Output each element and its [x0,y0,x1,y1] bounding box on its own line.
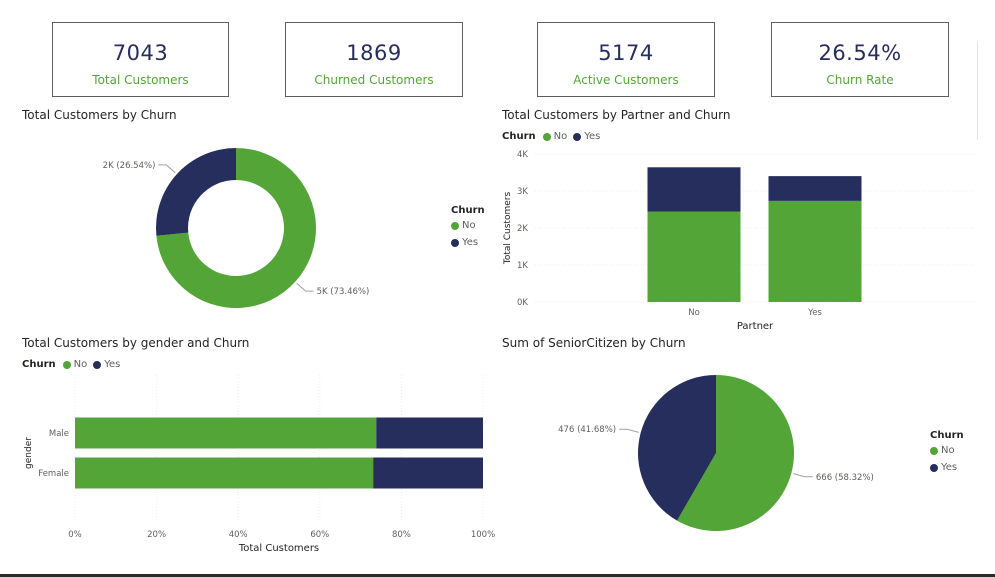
bar-chart-legend[interactable]: Churn No Yes [22,359,120,370]
column-bar-yes-no [768,200,862,302]
donut-chart[interactable]: 5K (73.46%) 2K (26.54%) [0,130,460,350]
legend-title: Churn [451,205,485,216]
pie-slice-yes [638,375,716,521]
column-y-tick-label: 1K [517,261,528,271]
page-bottom-border [0,574,995,577]
donut-slice-yes [156,148,236,236]
legend-dot-no [542,132,551,141]
column-chart-title: Total Customers by Partner and Churn [502,108,731,122]
bar-x-axis-title: Total Customers [238,543,319,554]
legend-item-no[interactable]: No [451,220,485,231]
bar-segment-male-no [75,417,377,449]
legend-label-no: No [941,445,955,456]
legend-dot-yes [93,360,102,369]
pie-slice-no [677,375,794,531]
bar-x-tick-label: 0% [68,530,82,540]
column-y-tick-label: 4K [517,150,528,160]
pie-data-label: 666 (58.32%) [816,473,874,483]
kpi-value: 7043 [112,41,169,65]
legend-dot-yes [451,238,459,247]
bar-x-tick-label: 100% [471,530,495,540]
donut-slice-no [156,148,316,308]
legend-dot-no [62,360,71,369]
bar-y-tick-label: Female [38,469,69,479]
donut-legend[interactable]: Churn No Yes [451,205,485,254]
donut-leader-line [158,164,176,174]
kpi-label: Churned Customers [314,73,434,87]
legend-item-yes[interactable]: Yes [930,462,964,473]
bar-x-tick-label: 40% [229,530,248,540]
pie-leader-line [619,428,639,433]
legend-label-no: No [73,359,88,370]
bar-segment-female-no [75,457,374,489]
kpi-label: Churn Rate [826,73,894,87]
pie-chart-title: Sum of SeniorCitizen by Churn [502,336,686,350]
legend-label-yes: Yes [584,131,601,142]
bar-segment-male-yes [376,417,483,449]
bar-y-axis-title: gender [24,437,34,469]
pie-legend[interactable]: Churn No Yes [930,430,964,479]
legend-title: Churn [502,131,536,142]
kpi-card-total-customers[interactable]: 7043 Total Customers [52,22,229,97]
bar-segment-female-yes [373,457,483,489]
legend-label-no: No [553,131,568,142]
column-bar-no-yes [647,167,741,212]
column-bar-yes-yes [768,176,862,201]
legend-label-no: No [462,220,476,231]
column-chart-legend[interactable]: Churn No Yes [502,131,600,142]
bar-y-tick-label: Male [49,429,69,439]
kpi-label: Total Customers [92,73,189,87]
column-bar-no-no [647,211,741,302]
column-y-tick-label: 2K [517,224,528,234]
kpi-value: 5174 [598,41,654,65]
pie-chart[interactable]: 666 (58.32%) 476 (41.68%) [495,362,915,562]
legend-title: Churn [930,430,964,441]
column-x-axis-title: Partner [737,321,774,332]
kpi-value: 26.54% [818,41,902,65]
bar-x-tick-label: 60% [310,530,329,540]
pie-leader-line [793,473,813,478]
bar-x-tick-label: 20% [147,530,166,540]
legend-dot-yes [573,132,582,141]
kpi-value: 1869 [346,41,402,65]
donut-data-label: 5K (73.46%) [317,287,370,297]
legend-label-yes: Yes [104,359,121,370]
legend-item-yes[interactable]: Yes [451,237,485,248]
legend-item-no[interactable]: No [930,445,964,456]
column-x-tick-label: No [688,308,700,318]
column-y-axis-title: Total Customers [503,192,513,266]
kpi-label: Active Customers [573,73,679,87]
bar-x-tick-label: 80% [392,530,411,540]
pie-data-label: 476 (41.68%) [558,425,616,435]
donut-leader-line [296,282,314,292]
column-x-tick-label: Yes [807,308,822,318]
kpi-card-churn-rate[interactable]: 26.54% Churn Rate [771,22,949,97]
bar-chart-title: Total Customers by gender and Churn [22,336,250,350]
donut-chart-title: Total Customers by Churn [22,108,177,122]
column-chart[interactable]: 0K 1K 2K 3K 4K No Yes Partner Total Customers [495,145,985,335]
legend-dot-no [451,221,459,230]
legend-dot-no [930,446,938,455]
column-y-tick-label: 3K [517,187,528,197]
legend-label-yes: Yes [462,237,479,248]
column-y-tick-label: 0K [517,298,528,308]
kpi-card-active-customers[interactable]: 5174 Active Customers [537,22,715,97]
legend-label-yes: Yes [941,462,958,473]
bar-chart[interactable]: 0% 20% 40% 60% 80% 100% Male Female Total Custom… [15,375,495,560]
visual-border [977,42,978,140]
donut-data-label: 2K (26.54%) [103,161,156,171]
legend-dot-yes [930,463,938,472]
kpi-card-churned-customers[interactable]: 1869 Churned Customers [285,22,463,97]
legend-title: Churn [22,359,56,370]
